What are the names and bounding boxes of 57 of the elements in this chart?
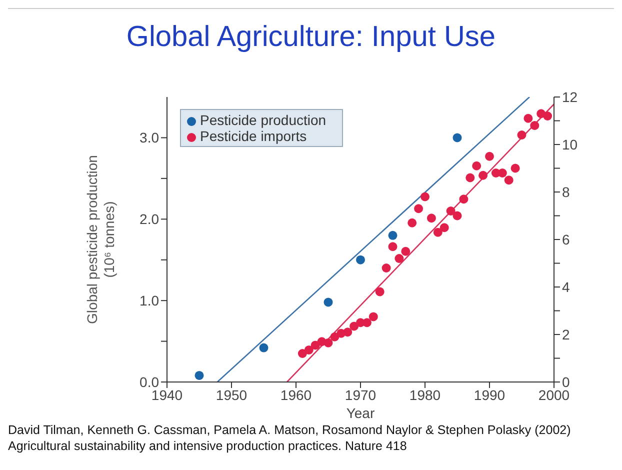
y2-tick-label: 4 (562, 278, 570, 295)
y-tick-label: 1.0 (140, 292, 160, 309)
x-tick-label: 1990 (474, 386, 506, 403)
y2-tick-label: 8 (562, 184, 570, 200)
x-axis-title: Year (346, 405, 375, 421)
point (433, 228, 442, 237)
point (401, 246, 410, 256)
point (543, 112, 552, 120)
y2-tick-label: 6 (562, 231, 570, 248)
y2-tick-label: 2 (562, 326, 570, 342)
y-tick-label: 2.0 (140, 211, 160, 228)
x-tick-label: 1960 (280, 386, 312, 403)
point (368, 312, 378, 322)
point (504, 176, 514, 185)
point (298, 349, 307, 358)
chart-title: Global Agriculture: Input Use (8, 8, 614, 65)
text: David Tilman, Kenneth G. Cassman, Pamela A. Matson, Rosamond Naylor & Stephen Polasky (2002) Agricultural sustainability and intensive production practices. Nature 418 (8, 422, 572, 454)
point (517, 130, 526, 140)
point (394, 254, 404, 263)
point (530, 121, 540, 130)
point (259, 343, 268, 352)
point (408, 218, 417, 228)
point (330, 332, 340, 342)
point (485, 152, 494, 161)
x-tick-label: 1970 (344, 386, 376, 403)
point (324, 338, 333, 348)
point (472, 161, 482, 170)
y-axis-title: Global pesticide production (10⁶ tonnes) (84, 155, 117, 324)
y2-tick-label: 10 (562, 136, 578, 152)
point (414, 204, 424, 214)
point (440, 223, 449, 232)
point (524, 114, 533, 123)
point (426, 214, 436, 223)
point (452, 133, 462, 142)
legend-label: Pesticide production (200, 112, 326, 128)
point (388, 242, 398, 252)
point (324, 298, 333, 307)
point (343, 328, 352, 337)
point (350, 322, 359, 331)
point (452, 211, 462, 220)
point (375, 287, 384, 296)
point (459, 194, 468, 204)
legend-label: Pesticide imports (200, 128, 307, 144)
point (420, 192, 430, 202)
point (388, 230, 398, 240)
point (510, 164, 520, 173)
y-tick-label: 3.0 (140, 130, 160, 146)
point (466, 173, 475, 182)
point (382, 264, 391, 272)
point (478, 170, 488, 180)
point (194, 370, 204, 380)
y2-tick-label: 12 (562, 88, 578, 105)
point (356, 255, 365, 264)
point (446, 206, 456, 216)
x-tick-label: 1980 (409, 386, 441, 403)
point (304, 345, 314, 354)
x-tick-label: 1950 (216, 386, 248, 403)
